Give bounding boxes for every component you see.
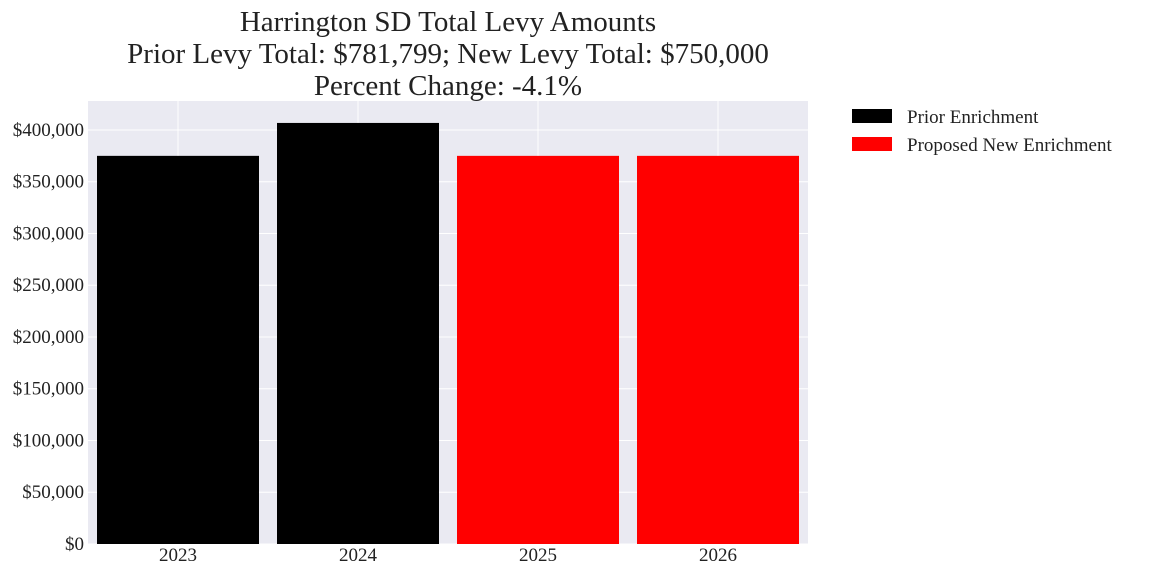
y-tick-label: $400,000 [13, 120, 84, 141]
y-tick-label: $350,000 [13, 172, 84, 193]
y-tick-label: $300,000 [13, 223, 84, 244]
y-tick-label: $100,000 [13, 430, 84, 451]
y-tick-label: $50,000 [22, 482, 84, 503]
y-tick-label: $200,000 [13, 327, 84, 348]
legend-swatch-1 [852, 109, 892, 123]
bars [97, 122, 799, 544]
title-line-2: Prior Levy Total: $781,799; New Levy Tot… [127, 38, 769, 70]
bar-2023 [97, 155, 259, 544]
bar-2026 [637, 155, 799, 544]
y-tick-label: $250,000 [13, 275, 84, 296]
bar-2025 [457, 155, 619, 544]
x-tick-label: 2025 [519, 545, 557, 566]
title-line-3: Percent Change: -4.1% [314, 70, 582, 102]
legend-label-1: Prior Enrichment [907, 107, 1039, 128]
y-tick-label: $0 [65, 534, 84, 555]
title-line-1: Harrington SD Total Levy Amounts [240, 6, 656, 38]
y-tick-label: $150,000 [13, 379, 84, 400]
bar-2024 [277, 122, 439, 544]
y-axis-ticks: $0 $50,000 $100,000 $150,000 $200,000 $250,00… [13, 120, 84, 555]
legend-label-2: Proposed New Enrichment [907, 135, 1112, 156]
legend-swatch-2 [852, 137, 892, 151]
x-axis-ticks: 2023 2024 2025 2026 [159, 545, 737, 566]
x-tick-label: 2023 [159, 545, 197, 566]
legend: Prior Enrichment Proposed New Enrichment [852, 107, 1112, 156]
x-tick-label: 2024 [339, 545, 378, 566]
x-tick-label: 2026 [699, 545, 737, 566]
